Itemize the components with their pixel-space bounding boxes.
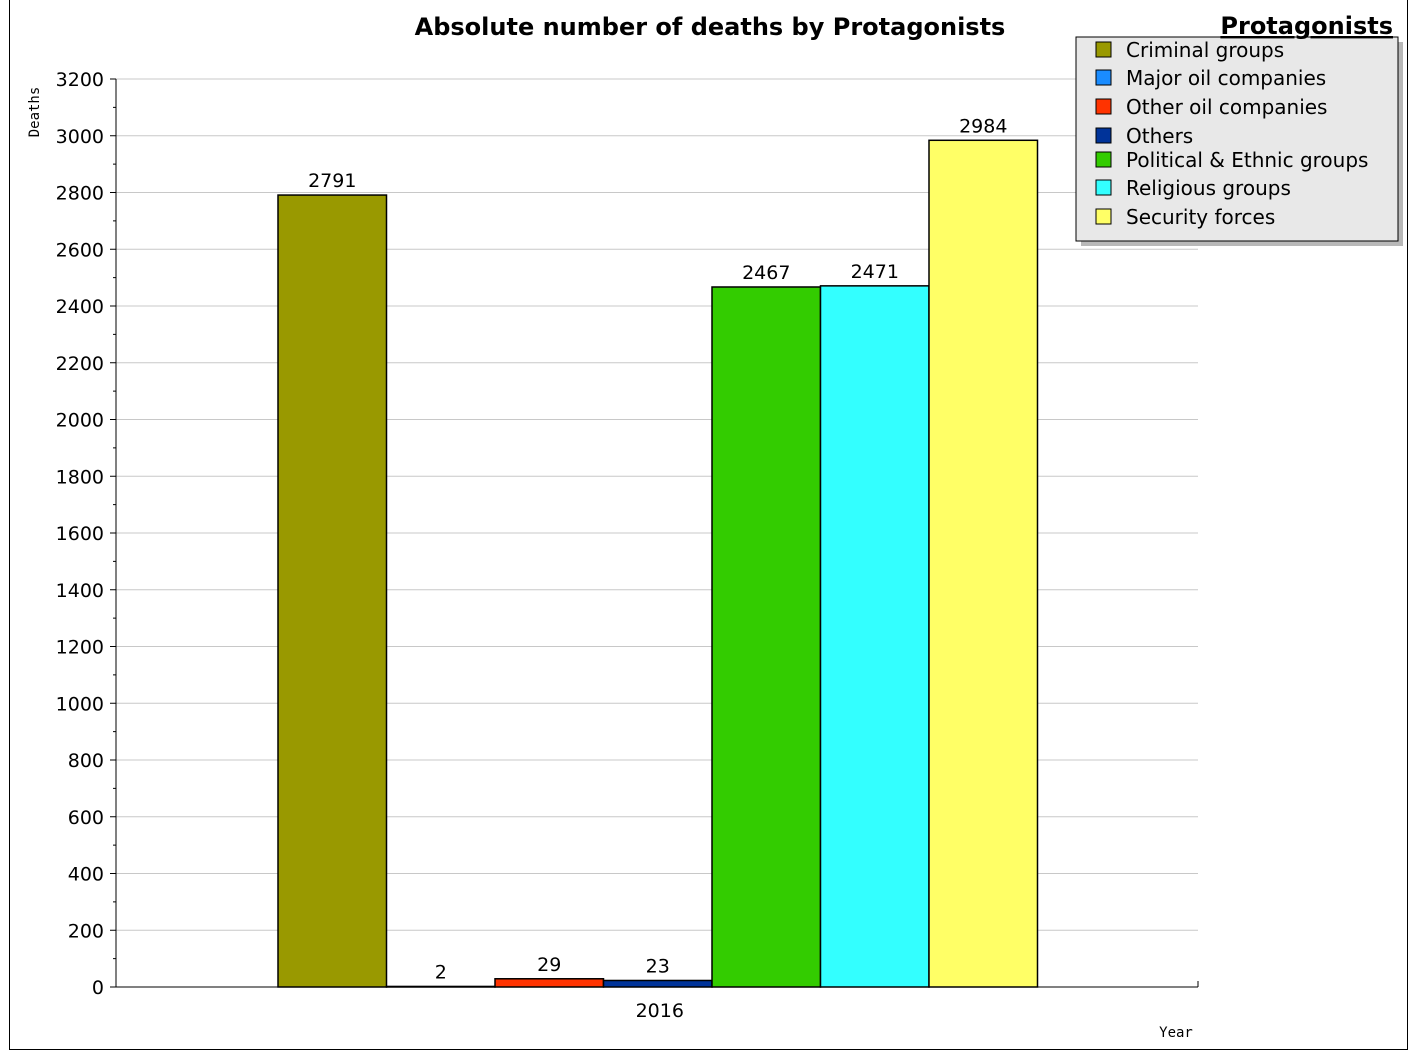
bar-security-forces xyxy=(928,139,1039,988)
legend-label: Criminal groups xyxy=(1126,38,1284,62)
bar-others xyxy=(602,979,713,988)
x-category-label: 2016 xyxy=(636,1000,684,1022)
legend-swatch xyxy=(1095,179,1112,196)
y-tick-label: 400 xyxy=(68,864,104,886)
y-tick-label: 3000 xyxy=(56,126,104,148)
x-axis: 2016 xyxy=(116,981,1199,1022)
y-tick-label: 1200 xyxy=(56,637,104,659)
chart-title: Absolute number of deaths by Protagonist… xyxy=(415,13,1006,41)
y-tick-label: 2600 xyxy=(56,239,104,261)
legend-label: Religious groups xyxy=(1126,176,1291,200)
legend-swatch xyxy=(1095,208,1112,225)
legend-label: Security forces xyxy=(1126,205,1275,229)
bar-criminal-groups xyxy=(277,194,388,988)
legend-swatch xyxy=(1095,127,1112,144)
y-tick-label: 600 xyxy=(68,807,104,829)
legend-label: Other oil companies xyxy=(1126,95,1327,119)
data-label: 2984 xyxy=(959,115,1007,137)
y-tick-label: 200 xyxy=(68,920,104,942)
y-tick-label: 2000 xyxy=(56,410,104,432)
y-tick-label: 1600 xyxy=(56,523,104,545)
bar-other-oil-companies xyxy=(494,978,605,988)
bar-religious-groups xyxy=(819,285,930,988)
y-tick-label: 2800 xyxy=(56,183,104,205)
y-tick-label: 2400 xyxy=(56,296,104,318)
data-label: 2467 xyxy=(742,262,790,284)
legend-label: Political & Ethnic groups xyxy=(1126,148,1368,172)
legend-label: Major oil companies xyxy=(1126,66,1326,90)
bar-political-ethnic-groups xyxy=(711,286,822,988)
y-tick-label: 3200 xyxy=(56,69,104,91)
y-tick-label: 1800 xyxy=(56,466,104,488)
y-tick-label: 1400 xyxy=(56,580,104,602)
legend: Protagonists Criminal groups Major oil co… xyxy=(1075,12,1403,246)
y-tick-label: 1000 xyxy=(56,693,104,715)
legend-swatch xyxy=(1095,98,1112,115)
legend-label: Others xyxy=(1126,124,1193,148)
y-tick-label: 800 xyxy=(68,750,104,772)
y-tick-label: 2200 xyxy=(56,353,104,375)
bars: 2791 2 29 23 2467 2471 2984 xyxy=(277,115,1039,988)
data-label: 2791 xyxy=(308,170,356,192)
legend-swatch xyxy=(1095,41,1112,58)
legend-swatch xyxy=(1095,151,1112,168)
data-label: 2 xyxy=(435,961,447,983)
y-tick-label: 0 xyxy=(92,977,104,999)
x-axis-label: Year xyxy=(1159,1025,1193,1041)
y-axis: 0 200 400 600 800 1000 1200 1400 1600 1800 2000 220… xyxy=(56,69,117,999)
chart-frame xyxy=(9,0,1408,1050)
data-label: 2471 xyxy=(851,261,899,283)
legend-title: Protagonists xyxy=(1220,12,1393,40)
legend-swatch xyxy=(1095,69,1112,86)
data-label: 23 xyxy=(646,955,670,977)
y-axis-label: Deaths xyxy=(27,87,43,138)
data-label: 29 xyxy=(537,954,561,976)
